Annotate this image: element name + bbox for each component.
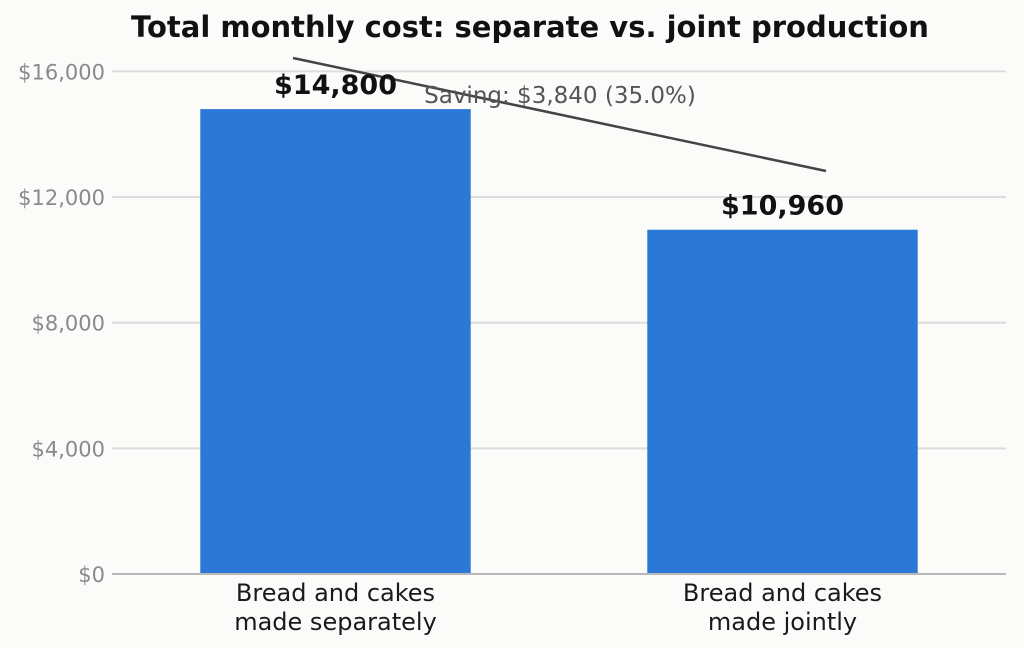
- y-tick-label: $16,000: [18, 60, 105, 84]
- saving-annotation: Saving: $3,840 (35.0%): [424, 83, 696, 109]
- bar: [647, 229, 918, 575]
- bar: [200, 109, 471, 574]
- y-tick-label: $8,000: [32, 312, 105, 336]
- y-tick-label: $0: [78, 563, 105, 587]
- bar-value-label: $10,960: [721, 191, 844, 222]
- x-tick-label: made separately: [234, 608, 437, 636]
- y-tick-label: $4,000: [32, 437, 105, 461]
- saving-connector-line: [292, 56, 827, 173]
- bar-value-label: $14,800: [274, 70, 397, 101]
- x-tick-label: Bread and cakes: [236, 579, 435, 607]
- x-tick-label: made jointly: [708, 608, 857, 636]
- labels: $0 $4,000 $8,000 $12,000 $16,000 $14,800 Bread…: [18, 60, 882, 636]
- chart-title: Total monthly cost: separate vs. joint p…: [131, 10, 929, 44]
- y-tick-label: $12,000: [18, 186, 105, 210]
- x-tick-label: Bread and cakes: [683, 579, 882, 607]
- bars: [200, 109, 918, 575]
